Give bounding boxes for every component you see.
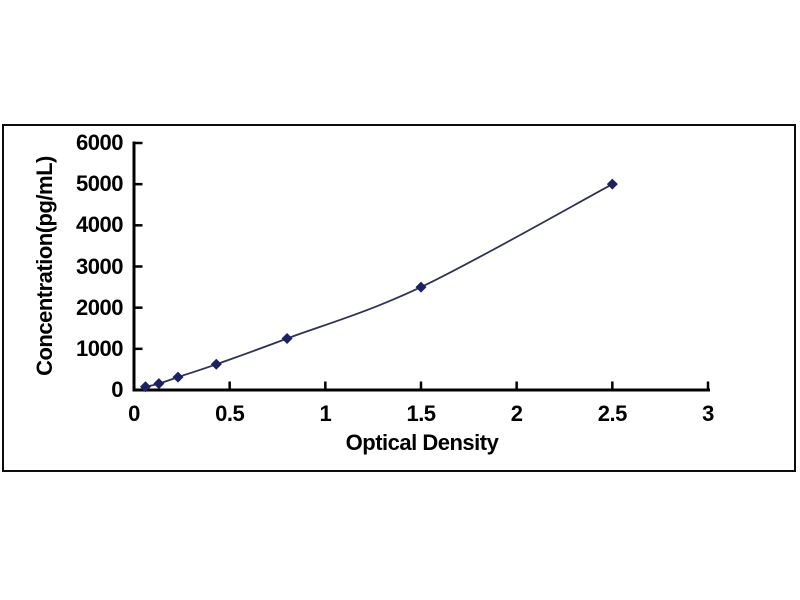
x-tick-label: 3 — [702, 401, 714, 426]
x-tick-label: 0.5 — [215, 401, 245, 426]
y-tick-label: 0 — [111, 377, 123, 402]
data-point-marker — [153, 378, 165, 390]
x-tick-label: 1.5 — [406, 401, 436, 426]
data-point-marker — [139, 381, 151, 393]
y-tick-label: 6000 — [76, 130, 123, 155]
y-tick-label: 2000 — [76, 294, 123, 320]
x-tick-label: 1 — [319, 401, 332, 426]
data-point-marker — [210, 358, 222, 370]
y-tick-label: 3000 — [76, 253, 123, 279]
data-point-marker — [606, 178, 618, 190]
x-tick-label: 2.5 — [597, 401, 628, 426]
x-tick-label: 0 — [128, 401, 140, 426]
y-tick-label: 1000 — [76, 335, 123, 361]
data-point-marker — [415, 281, 427, 293]
y-tick-label: 4000 — [76, 212, 123, 238]
standard-curve-line — [145, 183, 613, 388]
data-point-marker — [281, 333, 293, 345]
data-point-marker — [172, 371, 184, 383]
y-tick-label: 5000 — [76, 171, 123, 197]
x-tick-label: 2 — [510, 401, 523, 426]
x-axis-title: Optical Density — [345, 430, 499, 455]
